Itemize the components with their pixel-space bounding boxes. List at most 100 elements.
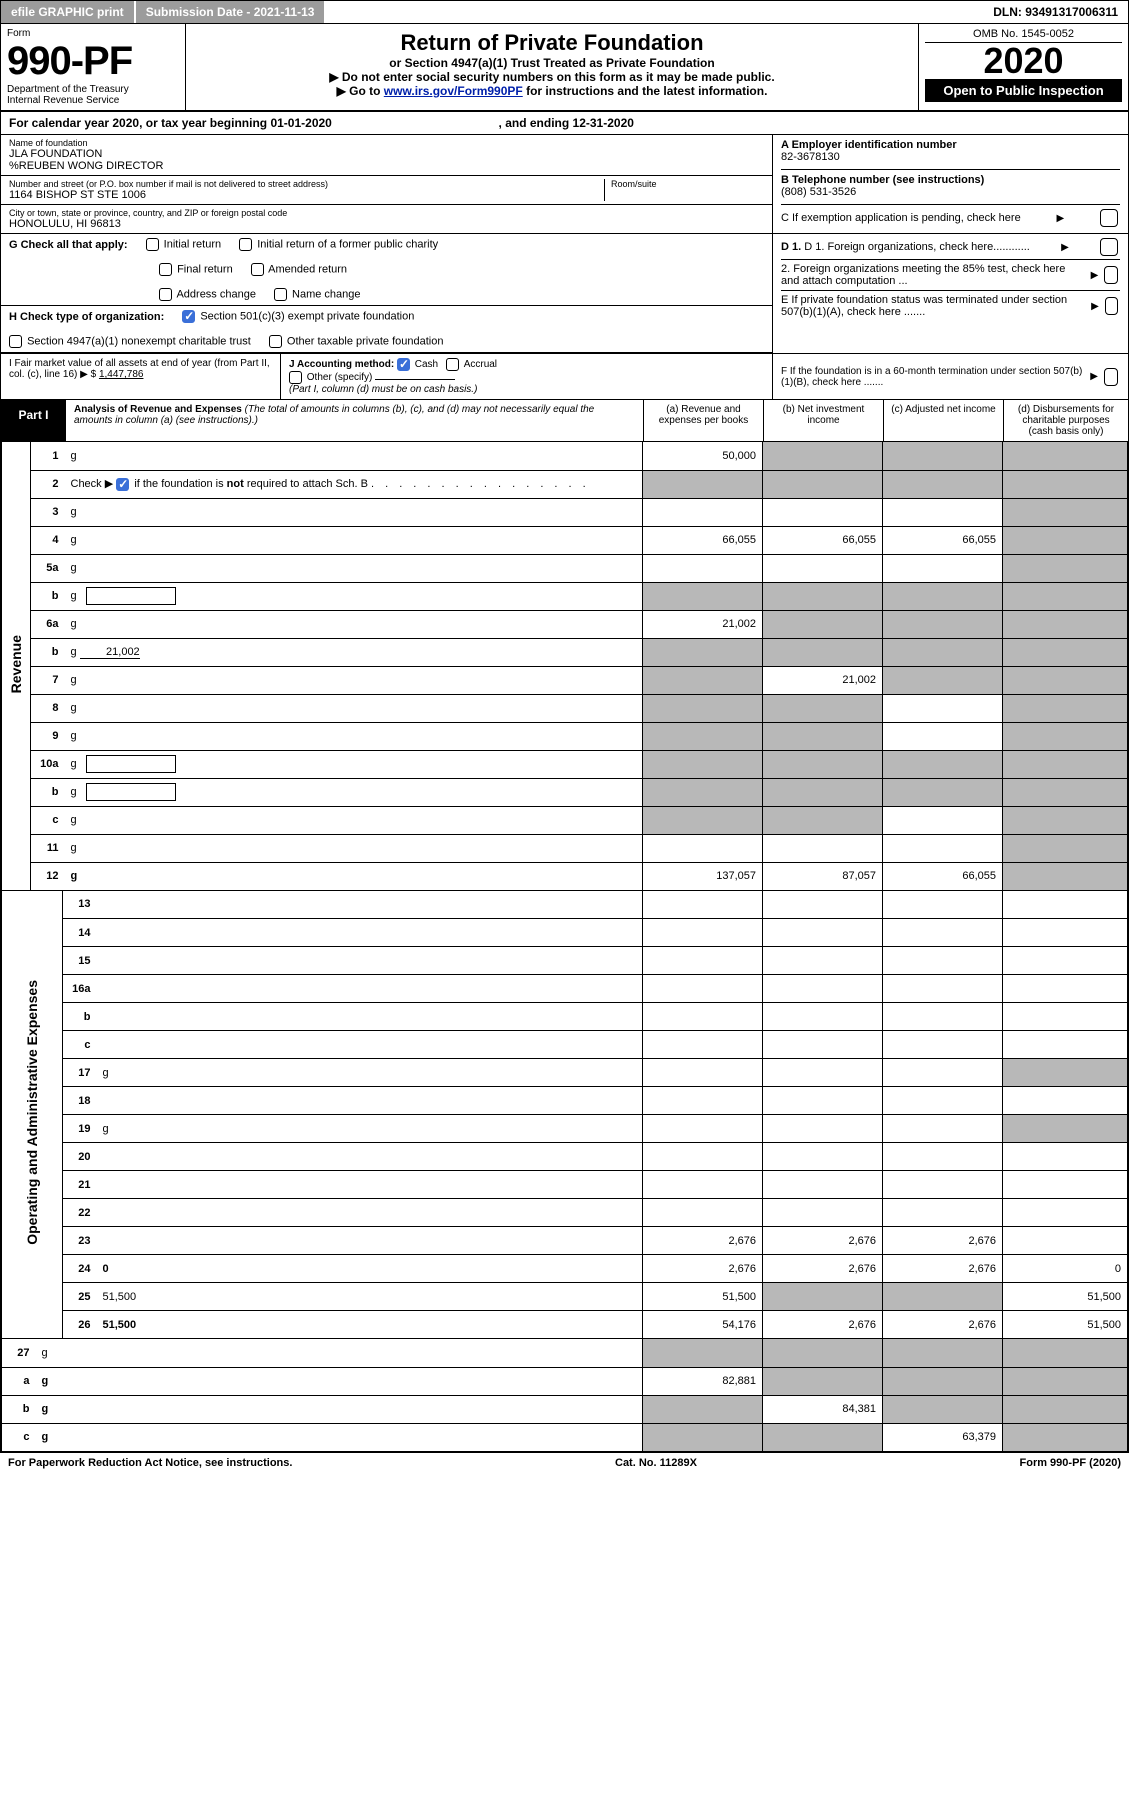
e-label: E If private foundation status was termi… <box>781 294 1085 318</box>
cell-value <box>643 498 763 526</box>
form-title: Return of Private Foundation <box>192 30 912 56</box>
cell-value <box>643 1199 763 1227</box>
cell-grey <box>763 1423 883 1451</box>
f-label: F If the foundation is in a 60-month ter… <box>781 366 1084 388</box>
part-1-header: Part I Analysis of Revenue and Expenses … <box>1 400 1128 442</box>
table-row: 10ag <box>2 750 1128 778</box>
cell-value <box>763 1031 883 1059</box>
line-number: 1 <box>31 442 65 470</box>
cell-value <box>643 1171 763 1199</box>
cell-value <box>1003 1031 1128 1059</box>
g-name-change-checkbox[interactable] <box>274 288 287 301</box>
line-description <box>97 975 643 1003</box>
footer-right: Form 990-PF (2020) <box>1020 1457 1121 1469</box>
cell-grey <box>1003 1395 1128 1423</box>
table-row: 2Check ▶ if the foundation is not requir… <box>2 470 1128 498</box>
cell-grey <box>1003 722 1128 750</box>
submission-date-button[interactable]: Submission Date - 2021-11-13 <box>136 1 327 23</box>
line-number: 11 <box>31 834 65 862</box>
g-final-return-checkbox[interactable] <box>159 263 172 276</box>
line-number: 4 <box>31 526 65 554</box>
cell-value: 66,055 <box>883 862 1003 890</box>
d1-checkbox[interactable] <box>1100 238 1118 256</box>
cell-value: 66,055 <box>763 526 883 554</box>
h-other-taxable-checkbox[interactable] <box>269 335 282 348</box>
g-initial-return-checkbox[interactable] <box>146 238 159 251</box>
line-number: 6a <box>31 610 65 638</box>
instructions-link[interactable]: www.irs.gov/Form990PF <box>384 84 523 98</box>
line-description: 51,500 <box>97 1283 643 1311</box>
table-row: 17g <box>2 1059 1128 1087</box>
cell-grey <box>763 610 883 638</box>
footer-mid: Cat. No. 11289X <box>615 1457 697 1469</box>
foundation-name-2: %REUBEN WONG DIRECTOR <box>9 160 764 172</box>
table-row: 5ag <box>2 554 1128 582</box>
table-row: 2551,50051,50051,500 <box>2 1283 1128 1311</box>
e-checkbox[interactable] <box>1105 297 1118 315</box>
h-4947-checkbox[interactable] <box>9 335 22 348</box>
table-row: 12g137,05787,05766,055 <box>2 862 1128 890</box>
schb-checkbox[interactable] <box>116 478 129 491</box>
cell-value <box>883 1003 1003 1031</box>
line-number: 24 <box>63 1255 97 1283</box>
line-number: b <box>63 1003 97 1031</box>
part-1-title: Analysis of Revenue and Expenses <box>74 404 242 415</box>
j-accrual-checkbox[interactable] <box>446 358 459 371</box>
cell-grey <box>883 442 1003 470</box>
j-cash-checkbox[interactable] <box>397 358 410 371</box>
form-note-2: Go to www.irs.gov/Form990PF for instruct… <box>192 84 912 98</box>
j-other-checkbox[interactable] <box>289 371 302 384</box>
cell-value <box>1003 1171 1128 1199</box>
d2-checkbox[interactable] <box>1104 266 1118 284</box>
table-row: 14 <box>2 919 1128 947</box>
cell-value <box>883 919 1003 947</box>
footer: For Paperwork Reduction Act Notice, see … <box>0 1453 1129 1473</box>
cell-value <box>883 1199 1003 1227</box>
line-number: 2 <box>31 470 65 498</box>
line-number: b <box>2 1395 36 1423</box>
cell-grey <box>763 750 883 778</box>
line-description: g <box>65 750 643 778</box>
efile-print-button[interactable]: efile GRAPHIC print <box>1 1 136 23</box>
cell-value <box>763 1087 883 1115</box>
c-label: C If exemption application is pending, c… <box>781 212 1021 224</box>
side-label: Operating and Administrative Expenses <box>2 891 63 1339</box>
c-checkbox[interactable] <box>1100 209 1118 227</box>
cell-grey <box>763 1367 883 1395</box>
line-number: 13 <box>63 891 97 919</box>
revenue-table: Revenue1g50,0002Check ▶ if the foundatio… <box>1 442 1128 891</box>
line-number: 27 <box>2 1339 36 1367</box>
line-number: 26 <box>63 1311 97 1339</box>
open-public-badge: Open to Public Inspection <box>925 79 1122 102</box>
cell-value: 2,676 <box>763 1255 883 1283</box>
cell-value: 84,381 <box>763 1395 883 1423</box>
form-subtitle: or Section 4947(a)(1) Trust Treated as P… <box>192 56 912 70</box>
cell-grey <box>643 806 763 834</box>
line-description: g <box>65 582 643 610</box>
g-address-change-checkbox[interactable] <box>159 288 172 301</box>
line-number: 8 <box>31 694 65 722</box>
cell-value: 87,057 <box>763 862 883 890</box>
table-row: cg <box>2 806 1128 834</box>
cell-value: 50,000 <box>643 442 763 470</box>
f-checkbox[interactable] <box>1104 368 1118 386</box>
tax-year: 2020 <box>925 43 1122 79</box>
cell-value <box>643 1031 763 1059</box>
cell-grey <box>643 750 763 778</box>
cell-value: 2,676 <box>883 1255 1003 1283</box>
line-description: g <box>65 834 643 862</box>
cell-value <box>763 947 883 975</box>
line-description: g <box>97 1115 643 1143</box>
table-row: cg63,379 <box>2 1423 1128 1451</box>
cell-value: 63,379 <box>883 1423 1003 1451</box>
g-amended-return-checkbox[interactable] <box>251 263 264 276</box>
line-number: c <box>31 806 65 834</box>
h-501c3-checkbox[interactable] <box>182 310 195 323</box>
table-row: Operating and Administrative Expenses13 <box>2 891 1128 919</box>
line-description <box>97 947 643 975</box>
g-initial-public-checkbox[interactable] <box>239 238 252 251</box>
line-number: 15 <box>63 947 97 975</box>
table-row: 11g <box>2 834 1128 862</box>
d1-label: D 1. D 1. Foreign organizations, check h… <box>781 241 1030 253</box>
cell-value <box>883 975 1003 1003</box>
